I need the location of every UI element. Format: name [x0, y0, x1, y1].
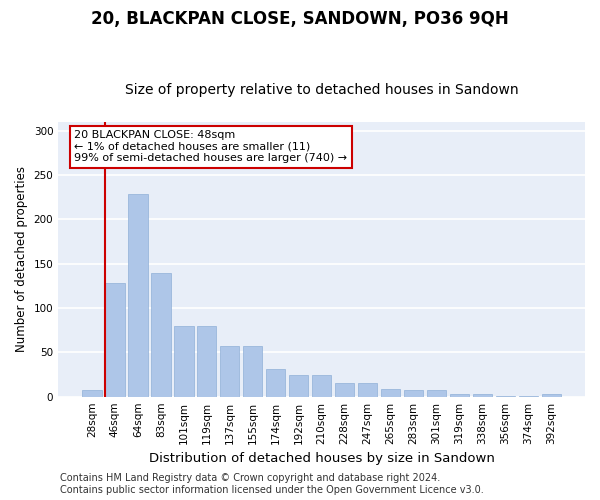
Bar	[358, 384, 377, 396]
Bar	[427, 390, 446, 396]
Bar	[266, 369, 286, 396]
Text: 20, BLACKPAN CLOSE, SANDOWN, PO36 9QH: 20, BLACKPAN CLOSE, SANDOWN, PO36 9QH	[91, 10, 509, 28]
Y-axis label: Number of detached properties: Number of detached properties	[15, 166, 28, 352]
Bar	[312, 374, 331, 396]
Bar	[151, 272, 170, 396]
Title: Size of property relative to detached houses in Sandown: Size of property relative to detached ho…	[125, 83, 518, 97]
Bar	[197, 326, 217, 396]
Bar	[404, 390, 423, 396]
Text: 20 BLACKPAN CLOSE: 48sqm
← 1% of detached houses are smaller (11)
99% of semi-de: 20 BLACKPAN CLOSE: 48sqm ← 1% of detache…	[74, 130, 347, 163]
Bar	[381, 388, 400, 396]
Bar	[82, 390, 101, 396]
Bar	[220, 346, 239, 397]
Bar	[542, 394, 561, 396]
X-axis label: Distribution of detached houses by size in Sandown: Distribution of detached houses by size …	[149, 452, 494, 465]
Bar	[105, 283, 125, 397]
Bar	[243, 346, 262, 397]
Bar	[335, 384, 355, 396]
Bar	[449, 394, 469, 396]
Bar	[174, 326, 194, 396]
Bar	[473, 394, 492, 396]
Text: Contains HM Land Registry data © Crown copyright and database right 2024.
Contai: Contains HM Land Registry data © Crown c…	[60, 474, 484, 495]
Bar	[128, 194, 148, 396]
Bar	[289, 374, 308, 396]
